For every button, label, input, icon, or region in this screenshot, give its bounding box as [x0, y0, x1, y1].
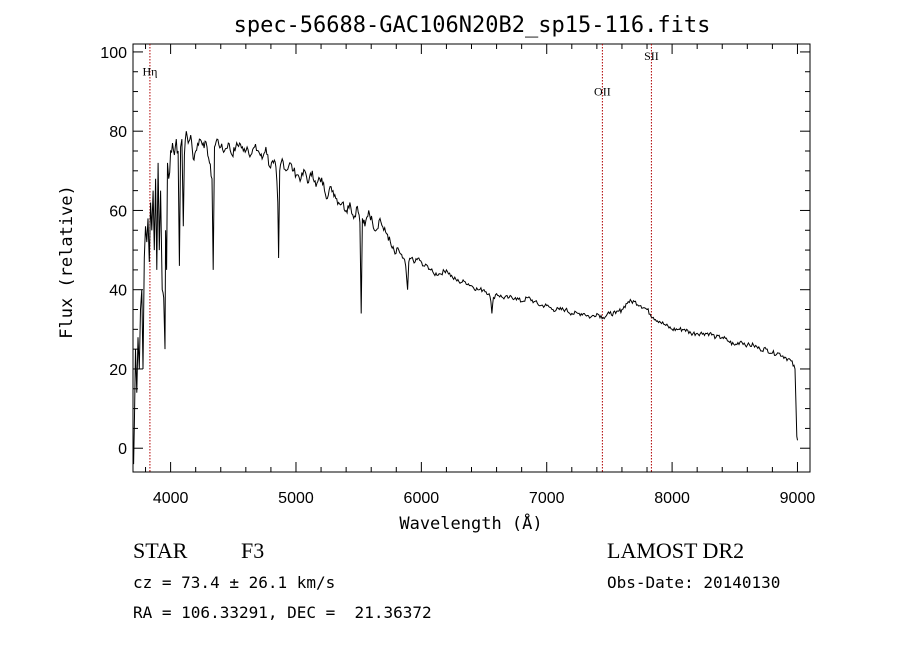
line-marker-label: Hη [142, 65, 157, 79]
coordinates: RA = 106.33291, DEC = 21.36372 [133, 603, 432, 622]
x-tick-labels: 4000 5000 6000 7000 8000 9000 [153, 490, 816, 507]
y-tick-labels: 0 20 40 60 80 100 [100, 45, 127, 458]
x-tick-label: 9000 [780, 490, 816, 507]
object-class: STAR [133, 538, 188, 563]
y-tick-label: 0 [118, 441, 127, 458]
chart-title: spec-56688-GAC106N20B2_sp15-116.fits [234, 13, 711, 38]
object-subclass: F3 [241, 538, 265, 563]
x-tick-label: 5000 [278, 490, 314, 507]
observation-date: Obs-Date: 20140130 [607, 573, 781, 592]
x-tick-label: 4000 [153, 490, 189, 507]
y-tick-label: 60 [109, 203, 127, 220]
line-marker-label: SII [644, 49, 659, 63]
x-tick-label: 7000 [529, 490, 565, 507]
y-tick-label: 80 [109, 124, 127, 141]
x-axis-label: Wavelength (Å) [399, 512, 542, 534]
plot-frame [132, 43, 811, 473]
redshift-velocity: cz = 73.4 ± 26.1 km/s [133, 573, 336, 592]
emission-line-markers: Hη OII SII [142, 44, 659, 472]
axis-ticks [133, 44, 810, 472]
x-tick-label: 6000 [404, 490, 440, 507]
survey-name: LAMOST DR2 [607, 538, 745, 563]
y-tick-label: 40 [109, 283, 127, 300]
y-tick-label: 20 [109, 362, 127, 379]
x-tick-label: 8000 [654, 490, 690, 507]
y-axis-label: Flux (relative) [57, 185, 77, 339]
line-marker-label: OII [594, 85, 611, 99]
spectrum-line [133, 131, 798, 465]
y-tick-label: 100 [100, 45, 127, 62]
